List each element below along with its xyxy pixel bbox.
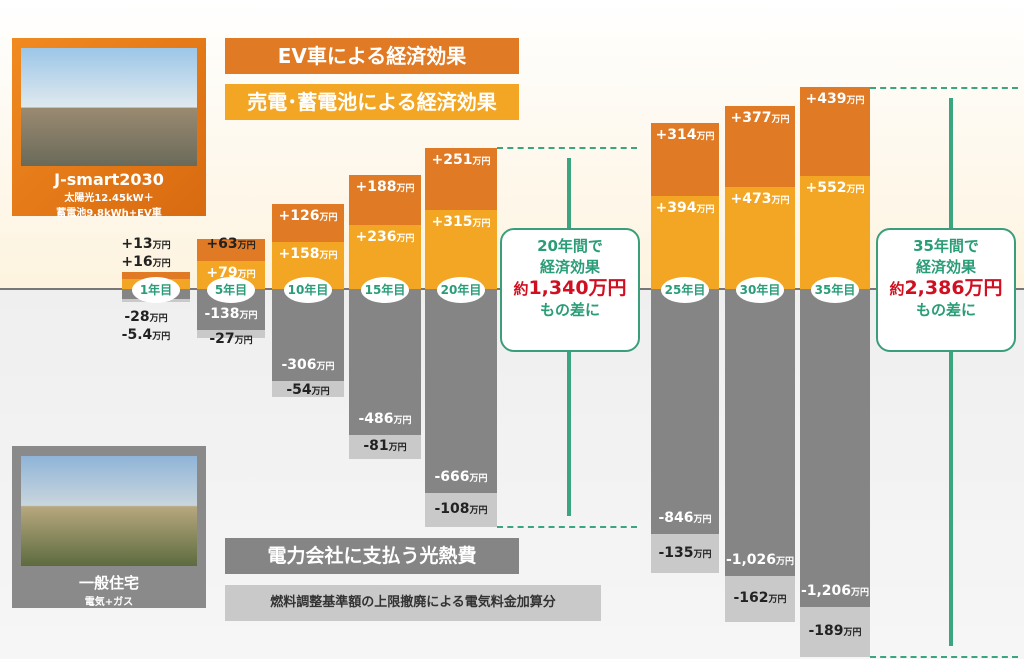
bar-label-utility: -846万円	[658, 510, 712, 527]
bar-label-utility: -486万円	[358, 410, 412, 427]
note-prefix: 約	[513, 280, 529, 298]
year-badge: 35年目	[811, 277, 859, 303]
bar-segment	[800, 289, 870, 608]
bar-label-fuel: -135万円	[658, 544, 712, 561]
note-line: もの差に	[539, 301, 600, 319]
bar-label-ev: +188万円	[355, 178, 415, 195]
bar-label-solar: +315万円	[431, 214, 491, 231]
bar-segment	[272, 289, 344, 381]
bar-segment	[272, 380, 344, 397]
note-line: 20年間で	[537, 237, 603, 255]
note-line: 経済効果	[915, 258, 976, 276]
bar-label-utility: -306万円	[281, 356, 335, 373]
bar-label-utility: -666万円	[434, 469, 488, 486]
bar-label-ev: +126万円	[278, 207, 338, 224]
bar-segment	[197, 239, 265, 262]
bar-segment	[725, 576, 795, 622]
bar-label-solar: +552万円	[805, 180, 865, 197]
bar-segment	[800, 607, 870, 658]
bar-segment	[272, 203, 344, 242]
dash-20-bottom	[497, 526, 637, 528]
bar-label-utility: -138万円	[204, 306, 258, 323]
bar-label-fuel: -54万円	[286, 381, 330, 398]
year-badge: 1年目	[132, 277, 180, 303]
bar-segment	[800, 86, 870, 177]
bar-segment	[725, 106, 795, 188]
bar-segment	[800, 176, 870, 289]
bar-segment	[349, 174, 421, 226]
legend-utility: 電力会社に支払う光熱費	[225, 538, 519, 574]
legend-fuel: 燃料調整基準額の上限撤廃による電気料金加算分	[225, 585, 601, 621]
bar-label-fuel: -5.4万円	[121, 327, 171, 343]
bar-segment	[651, 196, 719, 289]
bar-label-solar: +16万円	[121, 254, 171, 270]
normal-house-name: 一般住宅	[78, 574, 139, 592]
year-badge: 5年目	[207, 277, 255, 303]
smart-house-card: J-smart2030 太陽光12.45kW＋ 蓄電池9.8kWh+EV車	[12, 38, 206, 219]
note-line: 35年間で	[913, 237, 979, 255]
smart-house-spec1: 太陽光12.45kW＋	[64, 193, 154, 204]
year-badge: 20年目	[437, 277, 485, 303]
bar-segment	[651, 122, 719, 197]
bar-label-solar: +473万円	[730, 191, 790, 208]
year-badge: 30年目	[736, 277, 784, 303]
bar-label-ev: +63万円	[206, 236, 256, 252]
bar-label-fuel: -108万円	[434, 501, 488, 518]
bar-segment	[122, 271, 190, 280]
bar-label-ev: +314万円	[655, 126, 715, 143]
bar-segment	[651, 534, 719, 574]
year-badge: 10年目	[284, 277, 332, 303]
bar-label-fuel: -162万円	[733, 589, 787, 606]
normal-house-spec: 電気+ガス	[84, 597, 134, 608]
year-badge: 25年目	[661, 277, 709, 303]
bar-segment	[725, 187, 795, 289]
normal-house-photo	[21, 456, 197, 566]
smart-house-name: J-smart2030	[54, 170, 164, 189]
note-amount: 2,386万円	[904, 277, 1003, 299]
note-line: もの差に	[915, 301, 976, 319]
legend-ev: EV車による経済効果	[225, 38, 519, 74]
bar-segment	[425, 289, 497, 494]
note-prefix: 約	[889, 280, 905, 298]
normal-house-card: 一般住宅 電気+ガス	[12, 446, 206, 608]
bar-label-ev: +251万円	[431, 151, 491, 168]
note-amount: 1,340万円	[528, 277, 627, 299]
bar-label-fuel: -27万円	[209, 331, 253, 348]
legend-solar: 売電･蓄電池による経済効果	[225, 84, 519, 120]
bar-label-solar: +158万円	[278, 245, 338, 262]
bar-segment	[425, 210, 497, 289]
bar-segment	[425, 493, 497, 527]
bar-label-utility: -1,206万円	[800, 583, 870, 600]
note-20-years: 20年間で 経済効果 約1,340万円 もの差に	[500, 228, 640, 352]
bar-label-fuel: -189万円	[808, 623, 862, 640]
note-35-years: 35年間で 経済効果 約2,386万円 もの差に	[876, 228, 1016, 352]
bar-label-fuel: -81万円	[363, 437, 407, 454]
dash-20-top	[497, 147, 637, 149]
bar-label-solar: +394万円	[655, 200, 715, 217]
bar-segment	[197, 330, 265, 339]
arrow-35	[949, 98, 953, 646]
bar-segment	[425, 147, 497, 211]
bar-label-solar: +236万円	[355, 229, 415, 246]
bar-label-utility: -28万円	[124, 309, 168, 325]
year-badge: 15年目	[361, 277, 409, 303]
bar-segment	[651, 289, 719, 535]
bar-segment	[725, 289, 795, 577]
bar-label-utility: -1,026万円	[725, 552, 795, 569]
bar-label-ev: +377万円	[730, 110, 790, 127]
smart-house-spec2: 蓄電池9.8kWh+EV車	[56, 208, 162, 219]
bar-segment	[349, 434, 421, 460]
smart-house-photo	[21, 48, 197, 166]
note-line: 経済効果	[539, 258, 600, 276]
bar-label-ev: +13万円	[121, 236, 171, 252]
bar-segment	[349, 289, 421, 435]
bar-label-ev: +439万円	[805, 90, 865, 107]
dash-35-bottom	[870, 656, 1018, 658]
dash-35-top	[870, 87, 1018, 89]
